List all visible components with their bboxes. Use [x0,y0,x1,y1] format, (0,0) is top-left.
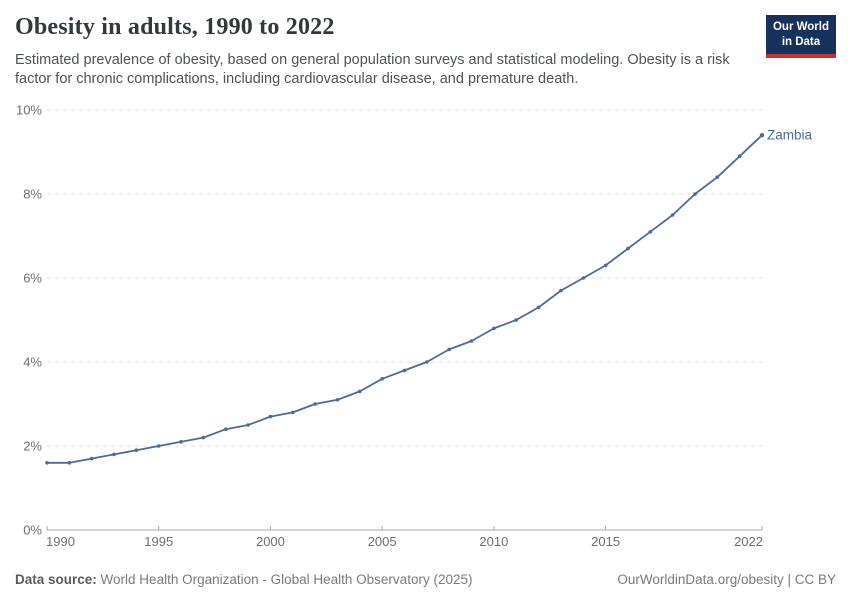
data-point[interactable] [179,440,183,444]
data-point[interactable] [536,305,541,310]
data-point[interactable] [648,230,653,234]
data-point[interactable] [447,347,452,352]
y-tick-label: 0% [23,523,42,538]
data-point[interactable] [67,461,72,465]
x-tick-label: 2005 [368,534,397,549]
data-point[interactable] [89,456,94,461]
data-point[interactable] [759,133,765,138]
data-point[interactable] [559,288,563,293]
owid-logo-line1: Our World [772,21,829,33]
credit-link[interactable]: OurWorldinData.org/obesity | CC BY [617,572,836,587]
owid-logo: Our World in Data [765,15,836,58]
data-point[interactable] [514,318,518,322]
data-point[interactable] [335,398,340,402]
owid-logo-line2: in Data [781,35,821,48]
y-tick-label: 6% [23,271,42,286]
x-tick-label: 2010 [479,534,508,549]
data-source-label: Data source: [15,572,97,587]
data-point[interactable] [380,377,385,381]
data-point[interactable] [492,326,496,331]
y-tick-label: 4% [23,355,42,370]
data-point[interactable] [246,423,250,427]
data-point[interactable] [268,414,273,419]
x-tick-label: 2022 [734,534,763,549]
data-point[interactable] [469,339,474,343]
y-tick-label: 10% [16,103,42,118]
data-point[interactable] [626,246,630,251]
data-point[interactable] [402,368,407,373]
data-point[interactable] [425,360,429,364]
data-point[interactable] [693,192,697,196]
data-point[interactable] [670,213,675,217]
data-point[interactable] [603,263,608,268]
data-point[interactable] [224,427,228,432]
data-point[interactable] [134,448,139,453]
data-source: Data source: World Health Organization -… [15,572,472,587]
y-tick-label: 8% [23,187,42,202]
data-point[interactable] [358,389,362,394]
data-point[interactable] [737,154,742,158]
data-point[interactable] [156,444,161,448]
x-tick-label: 1995 [144,534,173,549]
x-tick-label: 1990 [46,534,75,549]
data-point[interactable] [313,402,317,406]
y-tick-label: 2% [23,439,42,454]
data-point[interactable] [291,410,295,415]
line-chart: 0% 2% 4% 6% 8% 10% 1990 1995 2000 2005 2010 2015 202… [16,103,813,550]
data-point[interactable] [201,435,206,440]
data-source-text: World Health Organization - Global Healt… [100,572,473,587]
chart-footer: Data source: World Health Organization -… [15,572,836,587]
chart-subtitle: Estimated prevalence of obesity, based o… [15,52,730,88]
data-point[interactable] [581,276,586,280]
data-point[interactable] [715,175,720,179]
x-tick-label: 2000 [256,534,285,549]
x-tick-label: 2015 [591,534,620,549]
entity-label[interactable]: Zambia [767,128,813,143]
data-line-zambia[interactable] [46,134,763,464]
data-point[interactable] [45,461,49,465]
page-title: Obesity in adults, 1990 to 2022 [15,14,335,40]
data-point[interactable] [112,452,116,457]
